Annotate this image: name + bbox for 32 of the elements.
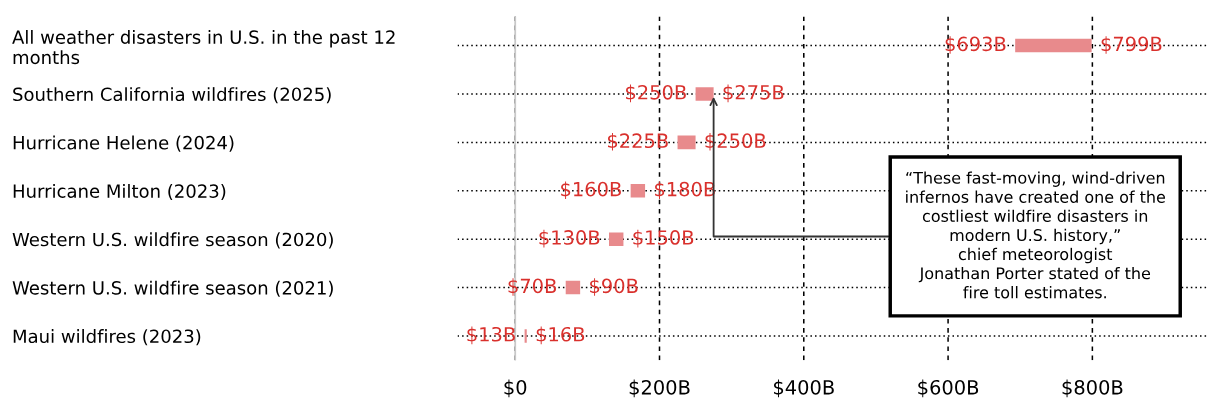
annotation: $13B [467, 326, 515, 345]
bar [565, 280, 581, 295]
annotation: $16B [536, 326, 585, 345]
x-tick-label: $800B [1062, 379, 1123, 398]
annotation: $70B [508, 278, 557, 296]
annotation: $693B [945, 36, 1006, 54]
x-tick-label: $200B [629, 379, 690, 398]
annotation: $799B [1101, 36, 1162, 54]
annotation: $150B [633, 229, 694, 248]
annotation: $160B [561, 181, 621, 200]
y-tick-label: Southern California wildfires (2025) [13, 87, 331, 104]
annotation: $90B [590, 278, 638, 296]
bar [524, 329, 527, 343]
x-tick-label: $0 [504, 379, 527, 398]
y-tick-label: Western U.S. wildfire season (2020) [12, 232, 333, 249]
x-tick-label: $400B [773, 379, 834, 398]
annotation: $250B [626, 84, 686, 103]
bar [630, 184, 646, 198]
bar [695, 87, 714, 101]
y-tick-label: Maui wildfires (2023) [13, 329, 201, 346]
y-tick-label: Hurricane Helene (2024) [13, 135, 234, 152]
annotation: $275B [723, 84, 784, 103]
y-tick-label: Hurricane Milton (2023) [13, 183, 226, 201]
bar [1015, 38, 1092, 53]
bar [677, 135, 696, 150]
x-tick-label: $600B [918, 379, 979, 398]
annotation: $130B [539, 229, 600, 248]
y-tick-label: All weather disasters in U.S. in the past 12 months [12, 30, 395, 65]
annotation: $225B [607, 132, 668, 151]
bar [609, 232, 624, 246]
y-tick-label: Western U.S. wildfire season (2021) [12, 280, 333, 297]
annotation: “These fast-moving, wind-driven infernos have created one of the costliest wildfire disasters in modern U.S. history,” chief meteorologist Jonathan Porter stated of the fire toll estimates. [906, 171, 1166, 299]
